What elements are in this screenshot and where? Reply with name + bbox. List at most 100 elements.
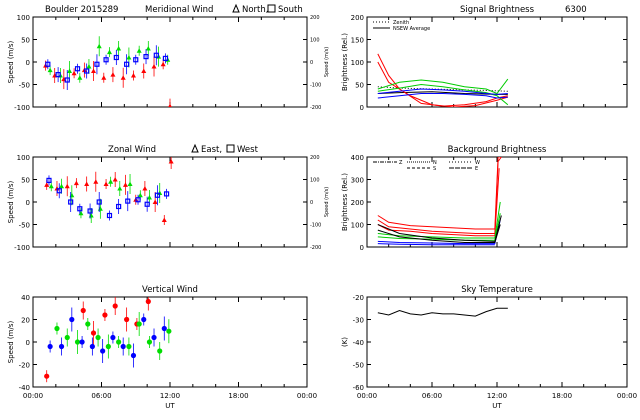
y-tick-label-right: 100 bbox=[310, 178, 320, 184]
data-point bbox=[110, 72, 116, 77]
legend-label: North, bbox=[242, 5, 268, 15]
y-tick-label-right: -200 bbox=[310, 105, 321, 111]
data-point bbox=[145, 298, 151, 305]
data-point bbox=[78, 210, 84, 216]
series-line-1 bbox=[377, 157, 502, 234]
data-point bbox=[127, 181, 133, 186]
triangle-icon bbox=[232, 3, 240, 13]
series-line-3 bbox=[377, 61, 508, 107]
chart-title: Zonal Wind bbox=[108, 145, 156, 155]
y-tick-label: 0 bbox=[360, 244, 364, 252]
y-axis-label-right: Speed (m/s) bbox=[324, 187, 330, 217]
series-line-8 bbox=[377, 224, 501, 243]
data-point bbox=[116, 339, 122, 345]
data-point bbox=[46, 177, 52, 183]
y-tick-label-right: -100 bbox=[310, 83, 321, 89]
data-layer bbox=[377, 157, 502, 246]
data-point bbox=[137, 192, 143, 198]
x-tick-label: 00:00 bbox=[297, 392, 317, 400]
data-point bbox=[130, 352, 137, 359]
y-tick-label-right: -200 bbox=[310, 245, 321, 251]
data-point bbox=[45, 61, 51, 67]
y-tick-label: -40 bbox=[19, 384, 30, 392]
data-point bbox=[144, 201, 150, 207]
y-tick-label: 0 bbox=[26, 339, 30, 347]
data-point bbox=[142, 186, 148, 191]
data-point bbox=[154, 192, 161, 198]
data-point bbox=[55, 71, 61, 78]
data-point bbox=[120, 343, 126, 350]
legend-label: S bbox=[433, 166, 436, 172]
y-axis-label: Brightness (Rel.) bbox=[341, 33, 349, 91]
data-layer bbox=[44, 157, 174, 225]
data-point bbox=[64, 334, 70, 341]
panel-meridional: 100 50 0 -50 -100 200 100 0 -100 -200 Speed (m/s) S… bbox=[7, 3, 330, 112]
y-tick-label: 300 bbox=[351, 177, 364, 185]
x-tick-label: 00:00 bbox=[617, 392, 637, 400]
data-point bbox=[105, 343, 111, 350]
data-point bbox=[44, 182, 50, 187]
data-point bbox=[90, 330, 97, 336]
data-point bbox=[64, 77, 70, 83]
data-point bbox=[151, 64, 157, 69]
y-tick-label: 50 bbox=[21, 37, 30, 45]
data-point bbox=[124, 61, 130, 67]
y-tick-label-right: 0 bbox=[310, 200, 313, 206]
series-line-4 bbox=[377, 78, 509, 95]
x-tick-label: 00:00 bbox=[23, 392, 43, 400]
data-point bbox=[74, 339, 81, 345]
y-tick-label: -40 bbox=[353, 339, 364, 347]
data-point bbox=[116, 46, 122, 51]
data-point bbox=[64, 183, 70, 189]
data-point bbox=[48, 183, 54, 189]
x-tick-label: 12:00 bbox=[160, 392, 180, 400]
data-point bbox=[103, 181, 109, 186]
legend-label: West bbox=[237, 145, 259, 155]
series-line-6 bbox=[377, 243, 495, 246]
data-point bbox=[86, 64, 92, 69]
square-icon bbox=[267, 4, 276, 13]
y-tick-label: -50 bbox=[19, 82, 30, 90]
data-layer bbox=[44, 297, 172, 383]
data-point bbox=[100, 348, 106, 354]
data-point bbox=[112, 177, 118, 182]
y-tick-label-right: 200 bbox=[310, 15, 320, 21]
data-point bbox=[85, 321, 91, 327]
data-point bbox=[146, 195, 152, 200]
y-tick-label: 40 bbox=[21, 294, 30, 302]
data-point bbox=[67, 68, 73, 73]
legend-label: South bbox=[278, 5, 303, 15]
y-tick-label: 20 bbox=[21, 317, 30, 325]
data-point bbox=[110, 334, 116, 341]
x-axis-label: UT bbox=[165, 402, 175, 410]
data-point bbox=[59, 183, 65, 189]
plot-frame bbox=[32, 16, 308, 108]
panel-background: 400 300 200 100 0 Brightness (Rel.) Background… bbox=[341, 145, 628, 252]
y-tick-label: -50 bbox=[353, 362, 364, 370]
data-point bbox=[71, 70, 77, 76]
legend-label: E bbox=[475, 166, 478, 172]
data-point bbox=[157, 348, 163, 354]
data-point bbox=[168, 159, 174, 164]
x-tick-label: 06:00 bbox=[91, 392, 111, 400]
data-point bbox=[84, 181, 90, 186]
series-line-0 bbox=[377, 307, 508, 317]
y-tick-label: -20 bbox=[353, 294, 364, 302]
chart-title-right: 6300 bbox=[565, 5, 587, 15]
data-point bbox=[151, 334, 157, 341]
chart-title: Meridional Wind bbox=[145, 5, 213, 15]
y-tick-label: -100 bbox=[14, 104, 30, 112]
y-tick-label: -60 bbox=[353, 384, 364, 392]
series-line-2 bbox=[377, 53, 508, 107]
data-point bbox=[161, 217, 167, 222]
data-point bbox=[122, 182, 128, 187]
data-point bbox=[58, 343, 65, 350]
data-point bbox=[93, 179, 99, 184]
x-tick-label: 18:00 bbox=[228, 392, 248, 400]
data-point bbox=[91, 68, 97, 73]
y-tick-label: 0 bbox=[26, 59, 30, 67]
data-point bbox=[106, 49, 112, 55]
y-tick-label-right: 100 bbox=[310, 38, 320, 44]
data-point bbox=[124, 316, 130, 323]
